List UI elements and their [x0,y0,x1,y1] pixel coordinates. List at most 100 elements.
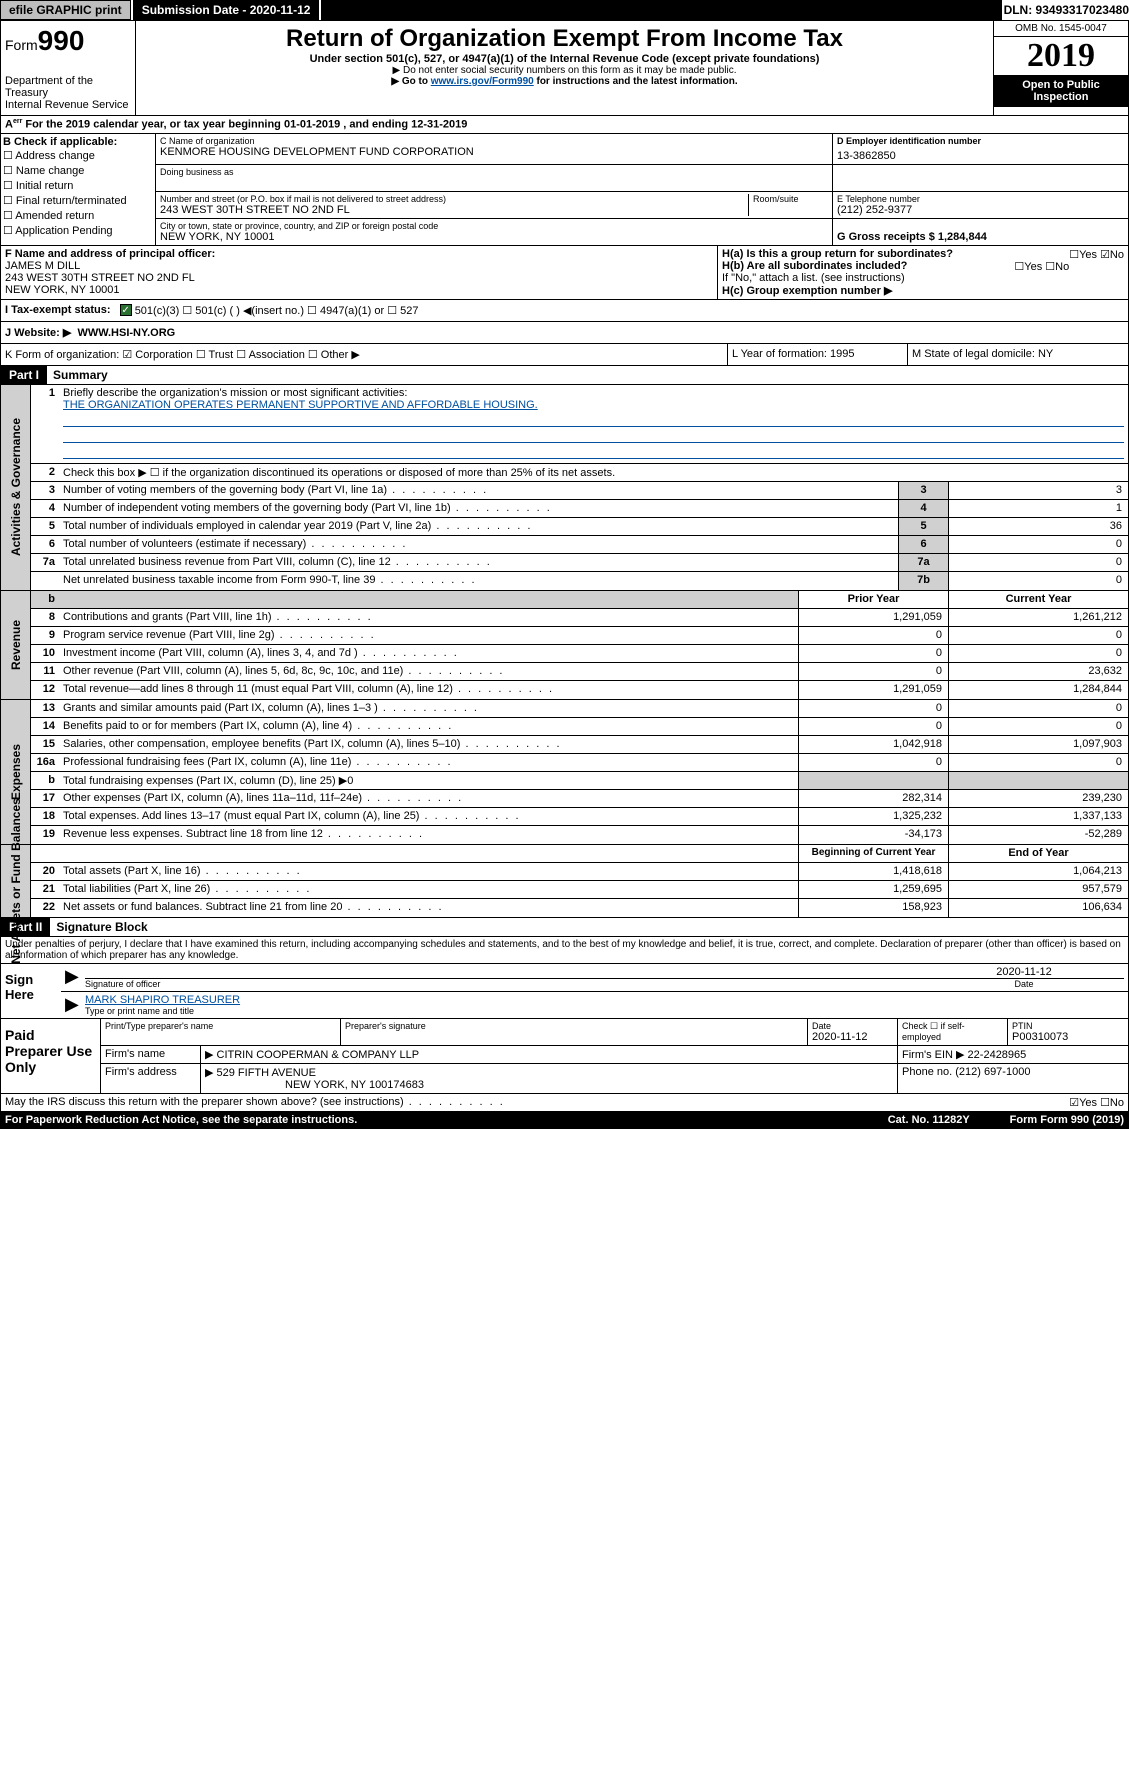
col-b-checkboxes: B Check if applicable: ☐ Address change … [1,134,156,245]
chk-address[interactable]: ☐ Address change [3,148,153,163]
officer-addr2: NEW YORK, NY 10001 [5,284,713,296]
form-subtitle: Under section 501(c), 527, or 4947(a)(1)… [140,53,989,65]
form-header: Form990 Department of the Treasury Inter… [0,20,1129,116]
city-label: City or town, state or province, country… [160,221,828,231]
table-row: 22Net assets or fund balances. Subtract … [31,899,1128,917]
table-row: 19Revenue less expenses. Subtract line 1… [31,826,1128,844]
firm-phone: Phone no. (212) 697-1000 [898,1064,1128,1093]
hb-answer[interactable]: ☐Yes ☐No [1014,260,1069,273]
status-label: I Tax-exempt status: [5,304,111,316]
hdr-curr: Current Year [948,591,1128,608]
klm-row: K Form of organization: ☑ Corporation ☐ … [0,344,1129,366]
open-public: Open to Public Inspection [994,75,1128,107]
table-row: 14Benefits paid to or for members (Part … [31,718,1128,736]
period-row: Aerr For the 2019 calendar year, or tax … [0,116,1129,134]
hb-label: H(b) Are all subordinates included? [722,260,907,272]
hdr-beg: Beginning of Current Year [798,845,948,862]
footer: For Paperwork Reduction Act Notice, see … [0,1112,1129,1129]
phone-value: (212) 252-9377 [837,204,1124,216]
gross-receipts: G Gross receipts $ 1,284,844 [837,231,987,243]
part1-header: Part I Summary [0,366,1129,385]
org-city: NEW YORK, NY 10001 [160,231,828,243]
website-value: WWW.HSI-NY.ORG [77,327,175,339]
form-org-type: K Form of organization: ☑ Corporation ☐ … [1,344,728,365]
table-row: 15Salaries, other compensation, employee… [31,736,1128,754]
efile-btn[interactable]: efile GRAPHIC print [0,0,131,20]
discuss-row: May the IRS discuss this return with the… [0,1094,1129,1112]
phone-label: E Telephone number [837,194,1124,204]
q2-label: Check this box ▶ ☐ if the organization d… [59,464,1128,481]
table-row: 5Total number of individuals employed in… [31,518,1128,536]
table-row: 12Total revenue—add lines 8 through 11 (… [31,681,1128,699]
table-row: 8Contributions and grants (Part VIII, li… [31,609,1128,627]
side-ag: Activities & Governance [9,418,23,556]
table-row: 9Program service revenue (Part VIII, lin… [31,627,1128,645]
side-rev: Revenue [9,620,23,670]
chk-amended[interactable]: ☐ Amended return [3,208,153,223]
prep-date: 2020-11-12 [812,1031,867,1043]
table-row: 17Other expenses (Part IX, column (A), l… [31,790,1128,808]
table-row: 16aProfessional fundraising fees (Part I… [31,754,1128,772]
room-label: Room/suite [753,194,828,204]
table-row: 18Total expenses. Add lines 13–17 (must … [31,808,1128,826]
addr-label: Number and street (or P.O. box if mail i… [160,194,748,204]
table-row: 20Total assets (Part X, line 16)1,418,61… [31,863,1128,881]
side-exp: Expenses [9,744,23,800]
activities-governance: Activities & Governance 1 Briefly descri… [0,385,1129,591]
ein-label: D Employer identification number [837,136,1124,146]
section-officer: F Name and address of principal officer:… [0,246,1129,300]
officer-label: F Name and address of principal officer: [5,248,713,260]
website-row: J Website: ▶ WWW.HSI-NY.ORG [0,322,1129,344]
paid-preparer: Paid Preparer Use Only Print/Type prepar… [0,1019,1129,1094]
ptin: P00310073 [1012,1031,1068,1043]
irs-link[interactable]: www.irs.gov/Form990 [431,76,534,87]
officer-name-title: MARK SHAPIRO TREASURER [85,994,1124,1006]
note-ssn: ▶ Do not enter social security numbers o… [140,65,989,76]
table-row: 10Investment income (Part VIII, column (… [31,645,1128,663]
chk-final[interactable]: ☐ Final return/terminated [3,193,153,208]
chk-pending[interactable]: ☐ Application Pending [3,223,153,238]
chk-501c3[interactable]: ✓ [120,304,132,316]
sig-date: 2020-11-12 [996,966,1051,978]
ha-label: H(a) Is this a group return for subordin… [722,248,953,260]
spacer-bar [321,0,1001,20]
note-link: ▶ Go to www.irs.gov/Form990 for instruct… [140,76,989,87]
form-title: Return of Organization Exempt From Incom… [140,25,989,53]
ha-answer[interactable]: ☐Yes ☑No [1069,248,1124,261]
dba-label: Doing business as [160,167,828,177]
dept-label: Department of the Treasury [5,75,131,99]
expenses-section: Expenses 13Grants and similar amounts pa… [0,700,1129,845]
chk-name[interactable]: ☐ Name change [3,163,153,178]
table-row: 4Number of independent voting members of… [31,500,1128,518]
officer-addr1: 243 WEST 30TH STREET NO 2ND FL [5,272,713,284]
firm-name: ▶ CITRIN COOPERMAN & COMPANY LLP [201,1046,898,1063]
submission-btn[interactable]: Submission Date - 2020-11-12 [133,0,320,20]
chk-self-employed[interactable]: Check ☐ if self-employed [898,1019,1008,1045]
perjury-decl: Under penalties of perjury, I declare th… [0,937,1129,964]
firm-ein: Firm's EIN ▶ 22-2428965 [898,1046,1128,1063]
q1-label: Briefly describe the organization's miss… [63,387,407,399]
discuss-answer[interactable]: ☑Yes ☐No [1069,1096,1124,1109]
top-toolbar: efile GRAPHIC print Submission Date - 20… [0,0,1129,20]
org-name-label: C Name of organization [160,136,828,146]
officer-name: JAMES M DILL [5,260,713,272]
table-row: Net unrelated business taxable income fr… [31,572,1128,590]
netassets-section: Net Assets or Fund Balances Beginning of… [0,845,1129,918]
hb-note: If "No," attach a list. (see instruction… [722,272,1124,284]
year-formation: L Year of formation: 1995 [728,344,908,365]
table-row: 3Number of voting members of the governi… [31,482,1128,500]
org-addr: 243 WEST 30TH STREET NO 2ND FL [160,204,748,216]
state-domicile: M State of legal domicile: NY [908,344,1128,365]
section-identity: B Check if applicable: ☐ Address change … [0,134,1129,246]
omb-number: OMB No. 1545-0047 [994,21,1128,37]
dln-label: DLN: 93493317023480 [1004,3,1129,17]
table-row: 21Total liabilities (Part X, line 26)1,2… [31,881,1128,899]
table-row: 7aTotal unrelated business revenue from … [31,554,1128,572]
table-row: 13Grants and similar amounts paid (Part … [31,700,1128,718]
tax-year: 2019 [994,37,1128,75]
hdr-prior: Prior Year [798,591,948,608]
hc-label: H(c) Group exemption number ▶ [722,284,1124,297]
chk-initial[interactable]: ☐ Initial return [3,178,153,193]
mission-text: THE ORGANIZATION OPERATES PERMANENT SUPP… [63,399,538,411]
table-row: bTotal fundraising expenses (Part IX, co… [31,772,1128,790]
